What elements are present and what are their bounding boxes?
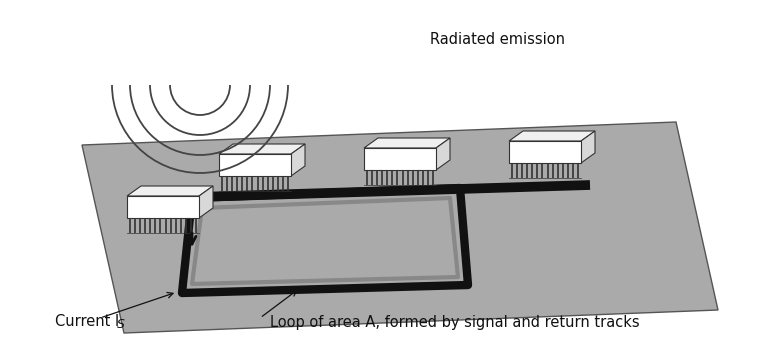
Polygon shape	[219, 154, 291, 176]
Polygon shape	[219, 144, 305, 154]
Polygon shape	[199, 186, 213, 218]
Text: S: S	[117, 318, 125, 332]
Polygon shape	[127, 186, 213, 196]
Polygon shape	[581, 131, 595, 163]
Text: Radiated emission: Radiated emission	[430, 32, 565, 47]
Polygon shape	[436, 138, 450, 170]
Polygon shape	[127, 196, 199, 218]
Polygon shape	[291, 144, 305, 176]
Text: Current I: Current I	[55, 315, 119, 330]
Polygon shape	[364, 138, 450, 148]
Polygon shape	[364, 148, 436, 170]
Text: Loop of area A, formed by signal and return tracks: Loop of area A, formed by signal and ret…	[270, 315, 640, 330]
Polygon shape	[509, 141, 581, 163]
Polygon shape	[509, 131, 595, 141]
Polygon shape	[82, 122, 718, 333]
